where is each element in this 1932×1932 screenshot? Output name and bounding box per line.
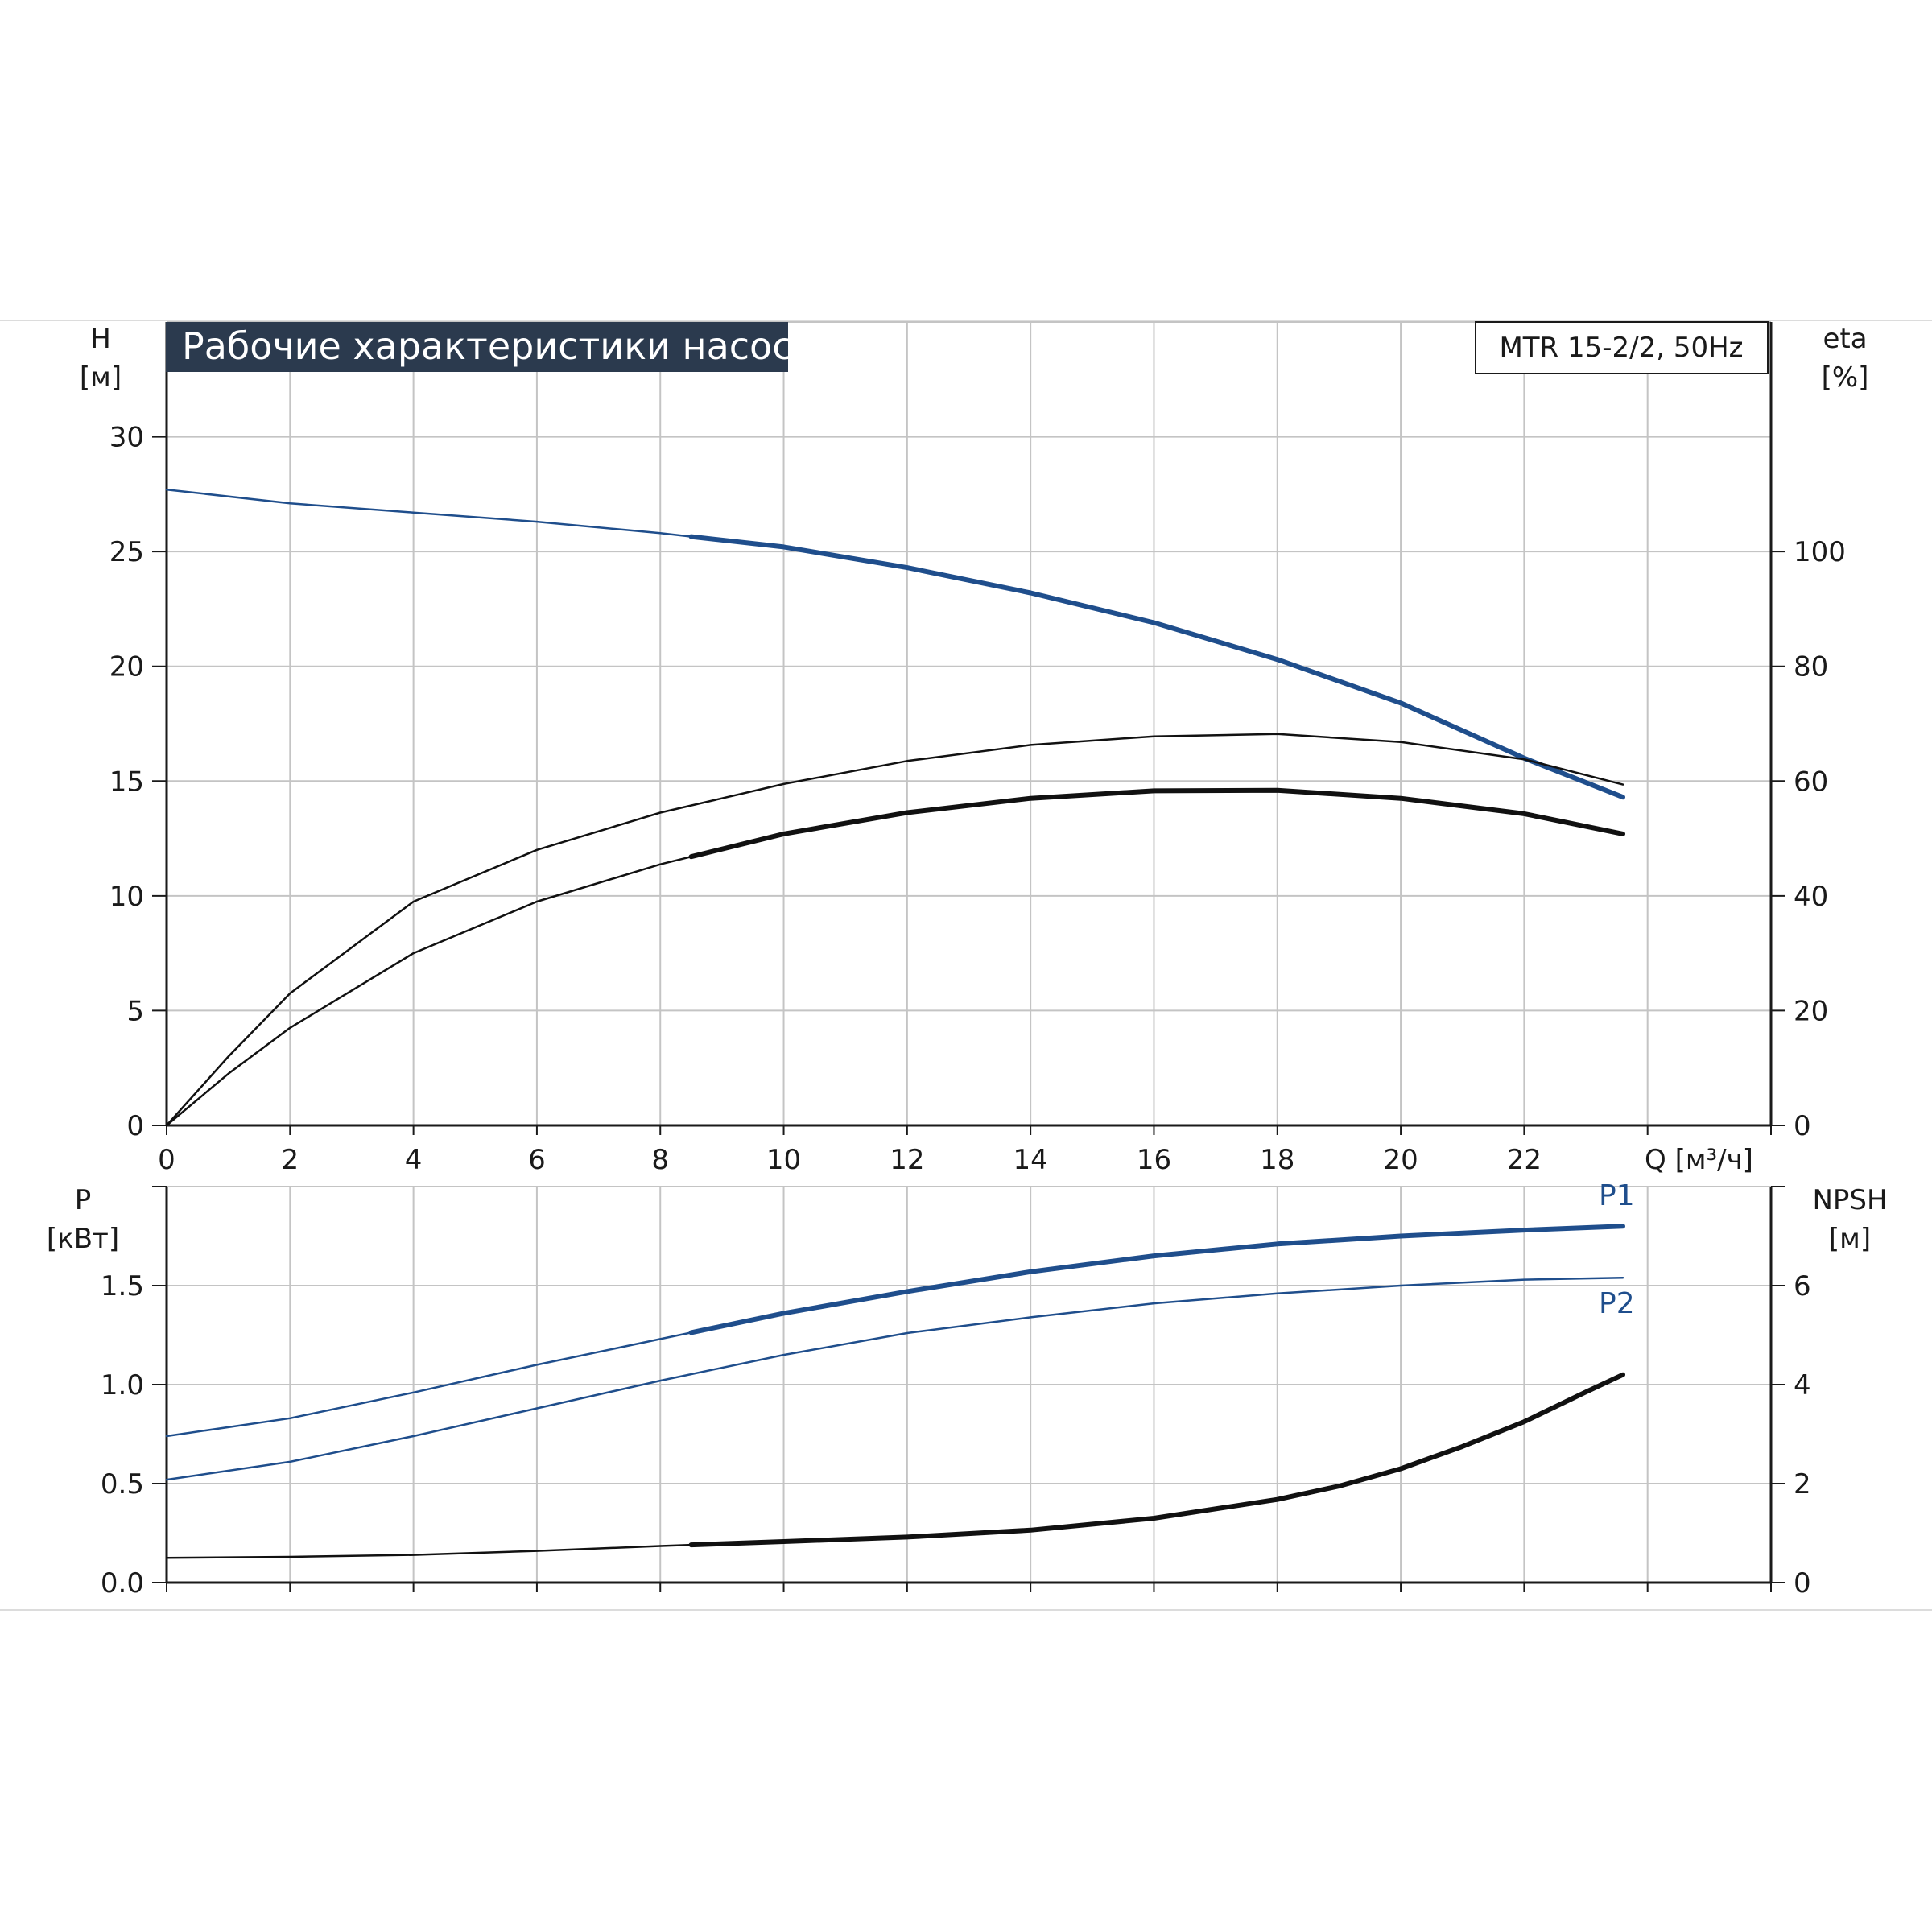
left-tick-label: 25 [109,536,144,568]
left-tick-label: 0 [126,1110,144,1142]
x-tick-label: 12 [890,1144,924,1176]
x-tick-label: 14 [1013,1144,1048,1176]
right-tick-label: 80 [1794,651,1828,683]
left-tick-label: 1.0 [101,1369,144,1402]
right-tick-label: 20 [1794,995,1828,1027]
left-axis-unit: [кВт] [47,1223,119,1255]
left-tick-label: 10 [109,881,144,913]
right-tick-label: 100 [1794,536,1846,568]
x-tick-label: 22 [1507,1144,1542,1176]
right-tick-label: 2 [1794,1468,1811,1501]
x-axis-label: Q [м³/ч] [1645,1144,1753,1176]
x-tick-label: 10 [766,1144,801,1176]
series-bold-curve-1-3 [688,787,1625,860]
model-text: MTR 15-2/2, 50Hz [1499,332,1743,364]
x-tick-label: 16 [1137,1144,1171,1176]
left-tick-label: 20 [109,651,144,683]
series-line-p2 [165,1276,1624,1481]
left-tick-label: 30 [109,422,144,454]
right-axis-name: eta [1823,323,1867,355]
axes [152,322,1785,1592]
x-tick-label: 4 [405,1144,423,1176]
series-lines [165,488,1625,1559]
left-tick-label: 5 [126,995,144,1027]
right-axis-unit: [%] [1822,361,1869,394]
model-box-frame [1475,321,1769,374]
right-axis-name: NPSH [1812,1184,1887,1216]
right-tick-label: 60 [1794,766,1828,798]
x-tick-label: 0 [158,1144,175,1176]
series-label-p1: P1 [1599,1179,1635,1212]
x-tick-label: 8 [651,1144,669,1176]
grid-lines [167,321,1771,1583]
series-bold-p1 [688,1224,1625,1335]
left-tick-label: 0.0 [101,1567,144,1600]
x-tick-label: 20 [1383,1144,1418,1176]
left-tick-label: 0.5 [101,1468,144,1501]
left-axis-unit: [м] [80,361,122,394]
series-bold-curve-1-1 [688,534,1625,800]
chart-title: Рабочие характеристики насоса [166,322,815,372]
left-axis-name: P [75,1184,92,1216]
model-box: MTR 15-2/2, 50Hz [1475,321,1769,374]
right-axis-unit: [м] [1829,1223,1871,1255]
left-tick-label: 1.5 [101,1270,144,1302]
right-tick-label: 0 [1794,1110,1811,1142]
left-axis-name: H [90,323,111,355]
series-line-curve-1-2 [165,733,1624,1127]
right-tick-label: 6 [1794,1270,1811,1302]
x-tick-label: 18 [1260,1144,1294,1176]
left-tick-label: 15 [109,766,144,798]
x-tick-label: 6 [528,1144,546,1176]
right-tick-label: 0 [1794,1567,1811,1600]
right-tick-label: 40 [1794,881,1828,913]
series-bold-curve-2-3 [688,1372,1625,1548]
title-text: Рабочие характеристики насоса [182,324,815,368]
series-label-p2: P2 [1599,1287,1635,1320]
x-tick-label: 2 [281,1144,299,1176]
title-banner [166,322,788,372]
right-tick-label: 4 [1794,1369,1811,1402]
